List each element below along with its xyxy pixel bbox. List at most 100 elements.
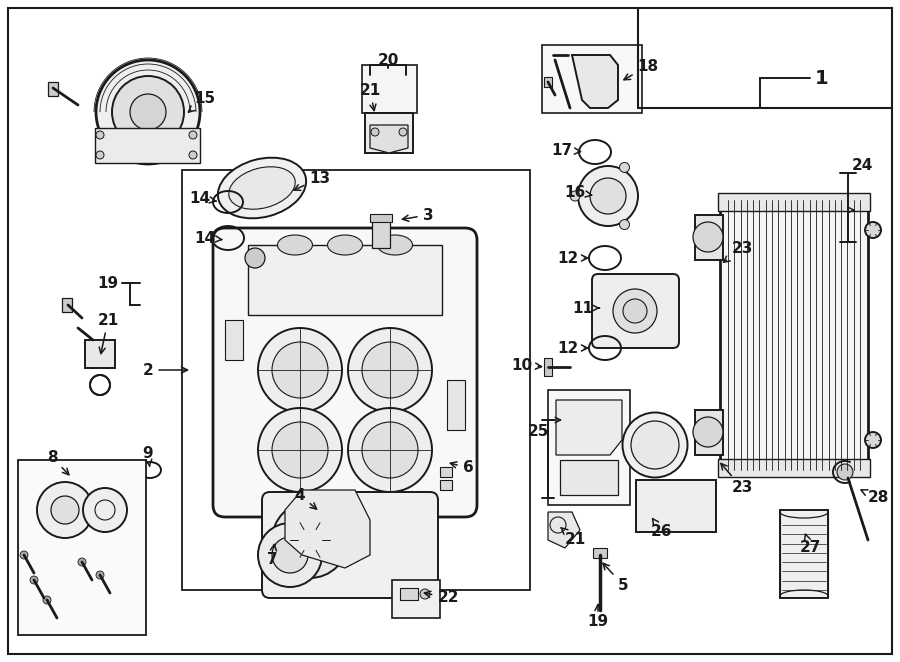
Circle shape xyxy=(619,162,629,172)
Bar xyxy=(718,459,870,477)
Circle shape xyxy=(272,422,328,478)
Circle shape xyxy=(348,328,432,412)
Bar xyxy=(720,195,868,475)
Circle shape xyxy=(258,523,322,587)
Bar xyxy=(225,320,243,360)
Ellipse shape xyxy=(631,421,679,469)
Bar xyxy=(440,467,452,477)
Ellipse shape xyxy=(277,235,312,255)
Ellipse shape xyxy=(328,235,363,255)
Circle shape xyxy=(570,191,580,201)
FancyBboxPatch shape xyxy=(262,492,438,598)
Text: 19: 19 xyxy=(588,614,608,630)
Circle shape xyxy=(362,342,418,398)
Text: 26: 26 xyxy=(652,518,673,540)
Circle shape xyxy=(51,496,79,524)
Text: 6: 6 xyxy=(450,461,473,475)
Circle shape xyxy=(272,342,328,398)
Text: 21: 21 xyxy=(97,312,119,354)
Text: 10: 10 xyxy=(511,357,542,373)
Circle shape xyxy=(258,328,342,412)
Circle shape xyxy=(20,551,28,559)
Polygon shape xyxy=(285,490,370,568)
Circle shape xyxy=(399,128,407,136)
Text: 7: 7 xyxy=(266,544,277,567)
Circle shape xyxy=(613,289,657,333)
Bar xyxy=(593,548,607,558)
Circle shape xyxy=(189,131,197,139)
Bar xyxy=(62,298,72,312)
Bar xyxy=(370,214,392,222)
Bar xyxy=(544,358,552,376)
Text: 19: 19 xyxy=(97,275,119,291)
Bar xyxy=(392,580,440,618)
Bar xyxy=(18,460,146,635)
Bar xyxy=(362,65,417,113)
Bar xyxy=(718,193,870,211)
Text: 24: 24 xyxy=(851,158,873,173)
Circle shape xyxy=(272,502,348,578)
Circle shape xyxy=(619,220,629,230)
Circle shape xyxy=(837,464,853,480)
Circle shape xyxy=(245,248,265,268)
Text: 5: 5 xyxy=(603,563,628,592)
Text: 3: 3 xyxy=(402,207,433,222)
Circle shape xyxy=(362,422,418,478)
Circle shape xyxy=(83,488,127,532)
Bar xyxy=(542,45,642,113)
Text: 1: 1 xyxy=(815,68,829,87)
Bar xyxy=(248,245,442,315)
Circle shape xyxy=(96,131,104,139)
Circle shape xyxy=(43,596,51,604)
Circle shape xyxy=(623,299,647,323)
Text: 27: 27 xyxy=(799,534,821,555)
Text: 23: 23 xyxy=(724,240,752,262)
Circle shape xyxy=(78,558,86,566)
Circle shape xyxy=(693,417,723,447)
Circle shape xyxy=(288,518,332,562)
Polygon shape xyxy=(556,400,622,455)
Ellipse shape xyxy=(229,167,295,209)
Bar xyxy=(695,215,723,260)
Text: 12: 12 xyxy=(557,250,588,265)
Circle shape xyxy=(96,571,104,579)
Bar xyxy=(365,113,413,153)
Bar xyxy=(95,128,200,163)
Bar xyxy=(636,480,716,532)
Text: 17: 17 xyxy=(552,142,581,158)
Bar xyxy=(780,510,828,598)
Circle shape xyxy=(130,94,166,130)
Circle shape xyxy=(258,408,342,492)
Polygon shape xyxy=(560,460,618,495)
Circle shape xyxy=(865,222,881,238)
Circle shape xyxy=(37,482,93,538)
Circle shape xyxy=(300,530,320,550)
Ellipse shape xyxy=(623,412,688,477)
Circle shape xyxy=(348,408,432,492)
Bar xyxy=(695,410,723,455)
Text: 14: 14 xyxy=(194,230,221,246)
Circle shape xyxy=(96,60,200,164)
Circle shape xyxy=(189,151,197,159)
Circle shape xyxy=(590,178,626,214)
Polygon shape xyxy=(548,512,580,548)
Ellipse shape xyxy=(377,235,412,255)
FancyBboxPatch shape xyxy=(213,228,477,517)
Bar xyxy=(400,588,418,600)
Text: 21: 21 xyxy=(561,528,586,547)
Text: 13: 13 xyxy=(294,171,330,190)
Circle shape xyxy=(371,128,379,136)
Circle shape xyxy=(272,537,308,573)
Text: 12: 12 xyxy=(557,340,588,355)
FancyBboxPatch shape xyxy=(592,274,679,348)
Text: 18: 18 xyxy=(624,58,659,80)
Circle shape xyxy=(30,576,38,584)
Text: 8: 8 xyxy=(47,449,69,475)
Text: 16: 16 xyxy=(564,185,592,199)
Bar xyxy=(544,77,552,87)
Text: 14: 14 xyxy=(189,191,216,205)
Circle shape xyxy=(420,589,430,599)
Text: 22: 22 xyxy=(425,591,459,606)
Ellipse shape xyxy=(218,158,306,218)
Text: 9: 9 xyxy=(143,446,153,466)
